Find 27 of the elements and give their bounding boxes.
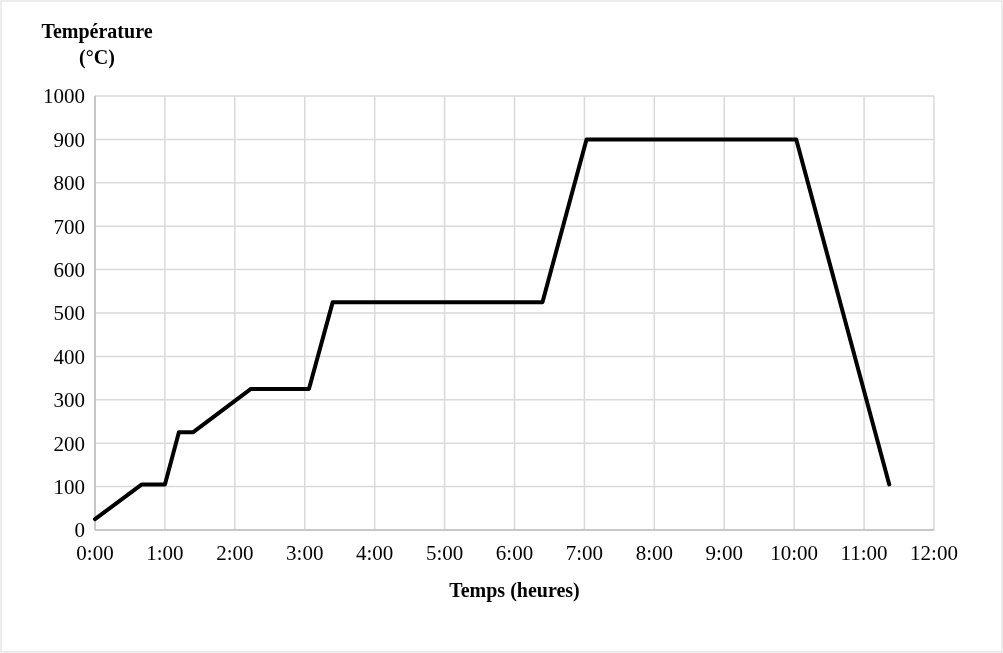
x-tick-label: 10:00	[770, 541, 819, 565]
x-tick-label: 5:00	[425, 541, 464, 565]
x-tick-label: 9:00	[705, 541, 743, 565]
x-axis-title: Temps (heures)	[449, 579, 580, 602]
x-tick-label: 2:00	[216, 541, 254, 565]
y-tick-label: 500	[53, 301, 85, 326]
y-tick-label: 600	[53, 257, 85, 282]
y-tick-label: 100	[53, 474, 85, 499]
x-tick-label: 8:00	[635, 541, 674, 565]
y-tick-label: 0	[74, 518, 85, 543]
x-tick-label: 1:00	[146, 541, 184, 565]
x-tick-label: 11:00	[840, 541, 888, 565]
x-tick-label: 12:00	[910, 541, 958, 565]
x-tick-label: 7:00	[565, 541, 604, 565]
x-tick-label: 0:00	[76, 541, 114, 565]
y-tick-label: 200	[53, 431, 85, 456]
y-tick-label: 800	[53, 171, 85, 196]
y-axis-title: Température (°C)	[41, 20, 153, 69]
y-tick-label: 900	[53, 127, 85, 152]
x-tick-label: 3:00	[286, 541, 324, 565]
y-tick-label: 300	[53, 388, 85, 413]
y-tick-label: 1000	[43, 84, 85, 109]
y-tick-label: 700	[53, 214, 85, 239]
line-series	[93, 137, 892, 522]
y-tick-label: 400	[53, 344, 85, 369]
x-tick-label: 4:00	[355, 541, 394, 565]
x-tick-label: 6:00	[495, 541, 534, 565]
